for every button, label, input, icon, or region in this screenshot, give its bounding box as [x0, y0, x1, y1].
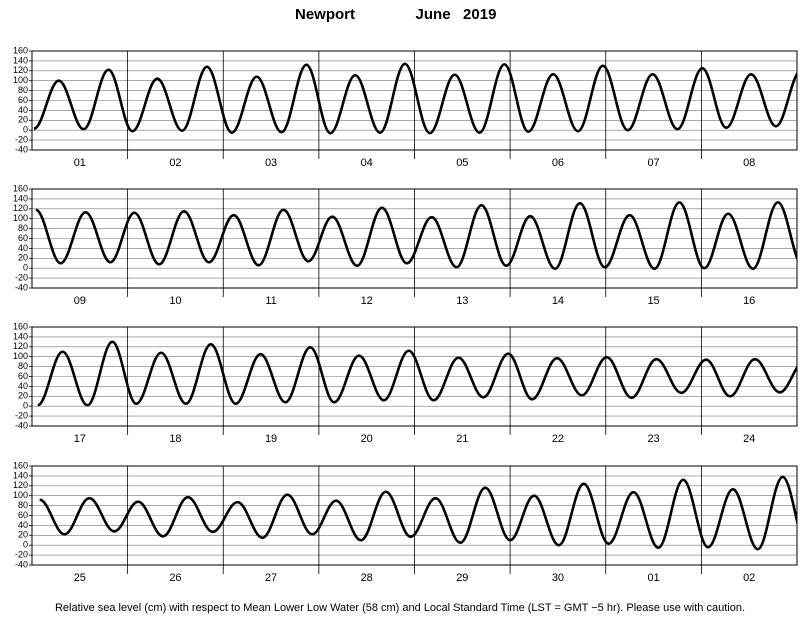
y-tick-label: -20 — [15, 134, 28, 144]
y-tick-label: -20 — [15, 272, 28, 282]
day-label: 02 — [169, 157, 181, 169]
y-tick-label: -40 — [15, 559, 28, 569]
y-tick-label: 60 — [18, 510, 28, 520]
day-label: 23 — [647, 433, 659, 445]
period-title: June 2019 — [416, 6, 497, 23]
y-tick-label: 0 — [23, 125, 28, 135]
day-label: 22 — [552, 433, 564, 445]
day-label: 05 — [456, 157, 468, 169]
y-tick-label: 20 — [18, 530, 28, 540]
day-label: 18 — [169, 433, 181, 445]
y-tick-label: 100 — [13, 75, 28, 85]
y-tick-label: 40 — [18, 381, 28, 391]
day-label: 01 — [647, 572, 659, 584]
y-tick-label: 140 — [13, 193, 28, 203]
day-label: 13 — [456, 295, 468, 307]
y-tick-label: -40 — [15, 282, 28, 292]
tide-curve — [33, 62, 797, 135]
day-label: 29 — [456, 572, 468, 584]
y-tick-label: 160 — [13, 321, 28, 331]
day-label: 16 — [743, 295, 755, 307]
y-tick-label: 120 — [13, 480, 28, 490]
day-label: 14 — [552, 295, 564, 307]
day-label: 09 — [74, 295, 86, 307]
day-label: 24 — [743, 433, 755, 445]
day-label: 04 — [361, 157, 373, 169]
day-label: 19 — [265, 433, 277, 445]
y-tick-label: 20 — [18, 115, 28, 125]
plot-frame — [31, 188, 798, 289]
y-tick-label: 160 — [13, 45, 28, 55]
tide-curve — [39, 475, 797, 551]
day-label: 02 — [743, 572, 755, 584]
y-tick-label: 140 — [13, 470, 28, 480]
station-title: Newport — [295, 6, 355, 23]
y-tick-label: 120 — [13, 203, 28, 213]
tide-curve — [35, 201, 797, 270]
day-label: 08 — [743, 157, 755, 169]
y-tick-label: -20 — [15, 549, 28, 559]
y-tick-label: 0 — [23, 401, 28, 411]
footer-note: Relative sea level (cm) with respect to … — [55, 602, 745, 614]
y-tick-label: 160 — [13, 460, 28, 470]
y-tick-label: 60 — [18, 233, 28, 243]
day-label: 10 — [169, 295, 181, 307]
y-tick-label: 120 — [13, 341, 28, 351]
day-label: 20 — [361, 433, 373, 445]
y-tick-label: 20 — [18, 391, 28, 401]
plot-frame — [31, 50, 798, 151]
day-label: 21 — [456, 433, 468, 445]
y-tick-label: 80 — [18, 223, 28, 233]
plot-frame — [31, 326, 798, 427]
y-tick-label: 120 — [13, 65, 28, 75]
y-tick-label: -40 — [15, 144, 28, 154]
y-tick-label: 20 — [18, 253, 28, 263]
y-tick-label: 60 — [18, 95, 28, 105]
y-tick-label: 40 — [18, 105, 28, 115]
y-tick-label: 80 — [18, 361, 28, 371]
y-tick-label: 80 — [18, 500, 28, 510]
y-tick-label: -40 — [15, 420, 28, 430]
y-tick-label: 40 — [18, 520, 28, 530]
day-label: 15 — [647, 295, 659, 307]
day-label: 26 — [169, 572, 181, 584]
day-label: 27 — [265, 572, 277, 584]
day-label: 25 — [74, 572, 86, 584]
y-tick-label: 60 — [18, 371, 28, 381]
y-tick-label: 0 — [23, 540, 28, 550]
day-label: 07 — [647, 157, 659, 169]
tide-curve — [37, 340, 797, 407]
y-tick-label: 40 — [18, 243, 28, 253]
day-label: 11 — [265, 295, 276, 307]
y-tick-label: 100 — [13, 351, 28, 361]
day-label: 06 — [552, 157, 564, 169]
y-tick-label: -20 — [15, 410, 28, 420]
day-label: 01 — [74, 157, 86, 169]
day-label: 30 — [552, 572, 564, 584]
y-tick-label: 100 — [13, 490, 28, 500]
y-tick-label: 80 — [18, 85, 28, 95]
day-label: 28 — [361, 572, 373, 584]
y-tick-label: 100 — [13, 213, 28, 223]
y-tick-label: 0 — [23, 263, 28, 273]
day-label: 12 — [361, 295, 373, 307]
y-tick-label: 160 — [13, 183, 28, 193]
y-tick-label: 140 — [13, 331, 28, 341]
day-label: 17 — [74, 433, 86, 445]
y-tick-label: 140 — [13, 55, 28, 65]
day-label: 03 — [265, 157, 277, 169]
